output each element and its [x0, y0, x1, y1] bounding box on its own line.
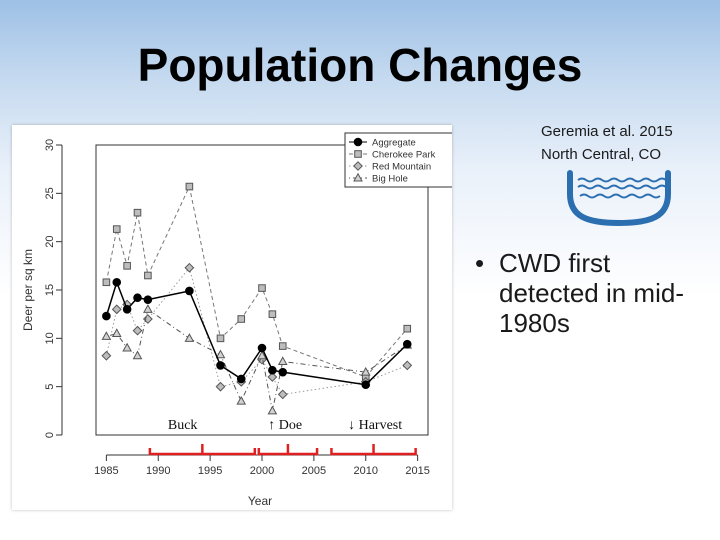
legend-box [344, 132, 452, 188]
chart-panel: 0 5 10 15 20 25 30 1985 1990 1995 2000 2005 2010 2015… [12, 125, 452, 510]
data-point [268, 310, 277, 318]
data-point [184, 333, 195, 342]
citation: Geremia et al. 2015 North Central, CO [541, 120, 673, 166]
data-point [277, 356, 288, 366]
annotation-label: ↓ Harvest [348, 418, 402, 433]
data-point [111, 328, 122, 337]
data-point [143, 295, 153, 304]
bowl-icon [567, 170, 671, 226]
population-line-chart: 0 5 10 15 20 25 30 1985 1990 1995 2000 2005 2010 2015… [21, 132, 452, 508]
data-point [402, 360, 413, 371]
data-point [361, 380, 371, 390]
data-point [123, 262, 131, 270]
data-point [236, 395, 247, 405]
y-tick-label: 15 [44, 284, 56, 296]
data-point [215, 381, 226, 392]
legend-label: Aggregate [372, 138, 416, 149]
data-point [403, 324, 412, 333]
data-point [102, 278, 111, 287]
data-point [185, 286, 194, 296]
data-point [257, 350, 267, 360]
data-point [267, 405, 278, 415]
x-tick-label: 2010 [354, 465, 378, 477]
y-tick-label: 0 [44, 432, 56, 438]
data-point [257, 343, 267, 353]
data-point [102, 311, 111, 321]
data-point [133, 208, 142, 217]
data-point [101, 350, 112, 361]
data-point [237, 315, 246, 323]
data-point [122, 305, 132, 314]
y-tick-label: 20 [44, 236, 56, 248]
data-point [278, 367, 288, 377]
y-tick-label: 30 [44, 139, 56, 151]
bullet-text: CWD first detected in mid-1980s [499, 248, 684, 338]
data-point [278, 342, 287, 350]
x-tick-label: 2005 [302, 465, 326, 477]
citation-authors: Geremia et al. 2015 [541, 123, 673, 140]
annotation-label: ↑ Doe [268, 418, 302, 433]
data-point [101, 331, 112, 340]
bullet-marker: • [475, 248, 485, 278]
data-point [185, 182, 194, 191]
y-tick-label: 5 [44, 384, 56, 390]
x-tick-label: 1995 [198, 465, 222, 477]
bullet-point: • CWD first detected in mid-1980s [475, 248, 715, 338]
legend-label: Cherokee Park [372, 150, 436, 161]
data-point [216, 361, 225, 370]
series-line-big-hole [106, 308, 408, 411]
annotation-label: Buck [168, 418, 198, 433]
data-point [132, 325, 143, 336]
data-point [132, 350, 143, 360]
legend-marker [354, 150, 362, 158]
legend-marker [353, 172, 363, 182]
x-tick-label: 1985 [94, 465, 118, 477]
data-point [184, 262, 195, 273]
data-point [402, 339, 412, 349]
data-point [122, 342, 132, 352]
slide-title: Population Changes [137, 39, 583, 91]
data-point [143, 304, 153, 313]
x-tick-label: 1990 [146, 465, 170, 477]
data-point [144, 271, 152, 280]
data-point [142, 314, 153, 324]
data-point [236, 374, 246, 384]
x-tick-label: 2000 [250, 465, 274, 477]
plot-frame [95, 144, 429, 436]
y-tick-label: 10 [44, 332, 56, 344]
x-tick-label: 2015 [405, 465, 429, 477]
x-axis-label: Year [248, 494, 272, 508]
data-point [111, 304, 122, 315]
y-axis-label: Deer per sq km [21, 249, 35, 331]
legend-label: Red Mountain [372, 162, 431, 173]
y-tick-label: 25 [44, 187, 56, 199]
data-point [112, 277, 122, 287]
series-line-cherokee-park [105, 184, 408, 378]
legend-marker [353, 161, 363, 171]
legend-marker [353, 137, 363, 147]
data-point [112, 225, 121, 233]
data-point [360, 366, 371, 376]
data-point [268, 365, 277, 375]
legend-label: Big Hole [372, 174, 408, 185]
data-point [267, 372, 278, 382]
data-point [277, 389, 288, 400]
data-point [258, 284, 266, 292]
data-point [216, 334, 225, 343]
data-point [133, 293, 142, 303]
citation-location: North Central, CO [541, 146, 662, 163]
data-point [215, 349, 226, 359]
